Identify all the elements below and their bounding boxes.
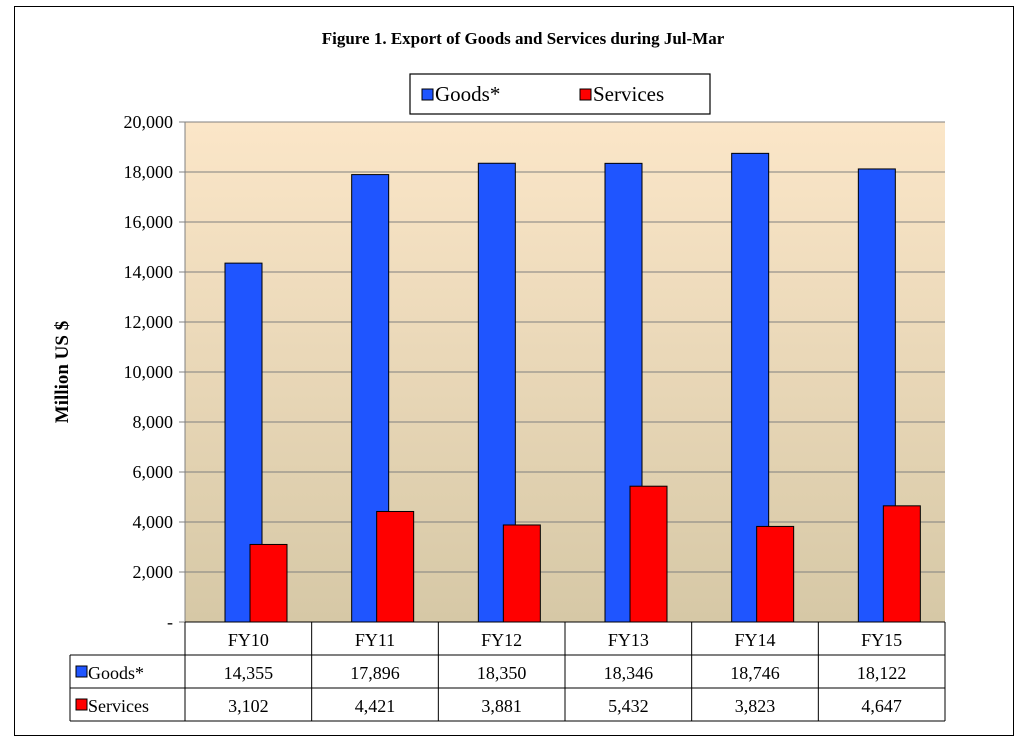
x-tick-label: FY11 (355, 630, 395, 650)
y-tick-label: 8,000 (133, 412, 174, 432)
table-swatch-goods (75, 665, 88, 678)
table-cell: 18,346 (604, 663, 654, 683)
x-tick-label: FY12 (481, 630, 522, 650)
table-row-label: Services (88, 696, 149, 716)
legend-swatch-services (579, 88, 592, 101)
table-cell: 18,746 (730, 663, 780, 683)
bars (224, 152, 921, 623)
y-tick-label: 12,000 (124, 312, 174, 332)
y-tick-label: 20,000 (124, 112, 174, 132)
y-tick-label: 2,000 (133, 562, 174, 582)
y-tick-label: 16,000 (124, 212, 174, 232)
table-cell: 3,102 (228, 696, 269, 716)
x-tick-label: FY13 (608, 630, 649, 650)
x-tick-label: FY14 (734, 630, 775, 650)
legend-label-goods: Goods* (435, 82, 500, 106)
chart-frame (14, 6, 1014, 736)
x-tick-label: FY10 (228, 630, 269, 650)
x-tick-label: FY15 (861, 630, 902, 650)
table-row-label: Goods* (88, 663, 144, 683)
y-tick-label: 18,000 (124, 162, 174, 182)
y-tick-label: 10,000 (124, 362, 174, 382)
y-axis-ticks: - 2,000 4,000 6,000 8,000 10,000 12,000 14,000 1… (124, 112, 185, 632)
table-cell: 17,896 (350, 663, 400, 683)
bar-services-fy13 (629, 485, 668, 623)
y-tick-label: 14,000 (124, 262, 174, 282)
table-cell: 4,421 (355, 696, 396, 716)
table-cell: 3,823 (735, 696, 776, 716)
table-cell: 18,122 (857, 663, 907, 683)
legend: Goods* Services (409, 73, 711, 115)
table-swatch-services (75, 698, 88, 711)
table-cell: 18,350 (477, 663, 527, 683)
y-tick-label: - (167, 612, 173, 632)
y-tick-label: 4,000 (133, 512, 174, 532)
bar-services-fy11 (376, 510, 415, 623)
legend-box (409, 73, 711, 115)
bar-services-fy10 (249, 543, 288, 623)
y-axis-label: Million US $ (52, 321, 73, 423)
data-table: FY10 FY11 FY12 FY13 FY14 FY15 Goods* 14,355 17,8… (69, 621, 946, 722)
legend-swatch-goods (421, 88, 434, 101)
gridlines (185, 121, 945, 623)
table-cell: 4,647 (861, 696, 902, 716)
table-cell: 14,355 (224, 663, 274, 683)
chart-title: Figure 1. Export of Goods and Services d… (322, 29, 725, 48)
bar-services-fy12 (502, 524, 541, 623)
legend-label-services: Services (593, 82, 664, 106)
y-tick-label: 6,000 (133, 462, 174, 482)
table-cell: 5,432 (608, 696, 649, 716)
bar-services-fy14 (756, 525, 795, 623)
table-cell: 3,881 (481, 696, 522, 716)
bar-services-fy15 (882, 505, 921, 623)
bar-goods-fy10 (224, 262, 263, 623)
